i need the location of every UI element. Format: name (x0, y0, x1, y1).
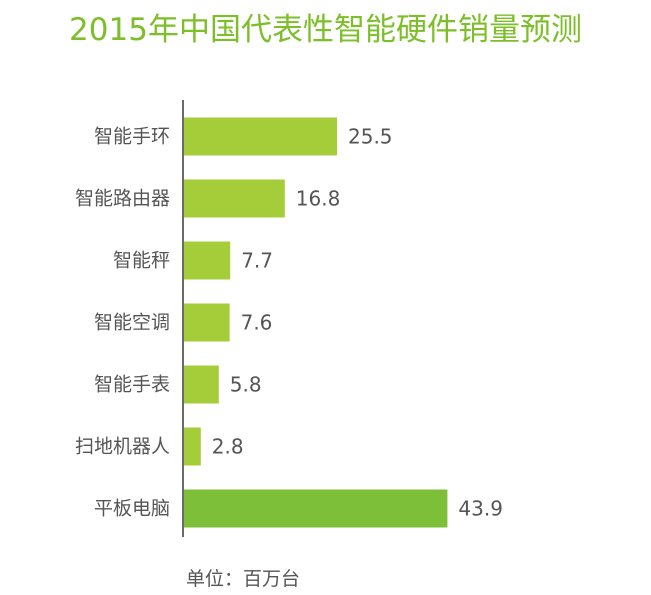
bar-1 (184, 117, 337, 156)
value-labels-layer: 25.5 16.8 7.7 7.6 5.8 2.8 43.9 (212, 125, 503, 521)
category-label-4: 智能空调 (94, 312, 170, 334)
bars-layer (184, 117, 448, 528)
category-label-7: 平板电脑 (94, 498, 170, 520)
category-label-5: 智能手表 (94, 374, 170, 396)
category-label-2: 智能路由器 (75, 188, 170, 210)
bar-6 (184, 427, 201, 466)
bar-2 (184, 179, 285, 218)
bar-4 (184, 303, 230, 342)
value-label-2: 16.8 (296, 187, 341, 211)
unit-note: 单位：百万台 (186, 568, 301, 590)
value-label-4: 7.6 (241, 311, 273, 335)
category-label-1: 智能手环 (94, 126, 170, 148)
bar-5 (184, 365, 219, 404)
value-label-5: 5.8 (230, 373, 262, 397)
bar-7 (184, 489, 448, 528)
value-label-3: 7.7 (241, 249, 273, 273)
value-label-6: 2.8 (212, 435, 244, 459)
bar-3 (184, 241, 231, 280)
chart-title: 2015年中国代表性智能硬件销量预测 (69, 12, 582, 48)
category-label-6: 扫地机器人 (75, 436, 170, 458)
value-label-7: 43.9 (458, 497, 503, 521)
category-label-3: 智能秤 (113, 250, 170, 272)
value-label-1: 25.5 (348, 125, 393, 149)
